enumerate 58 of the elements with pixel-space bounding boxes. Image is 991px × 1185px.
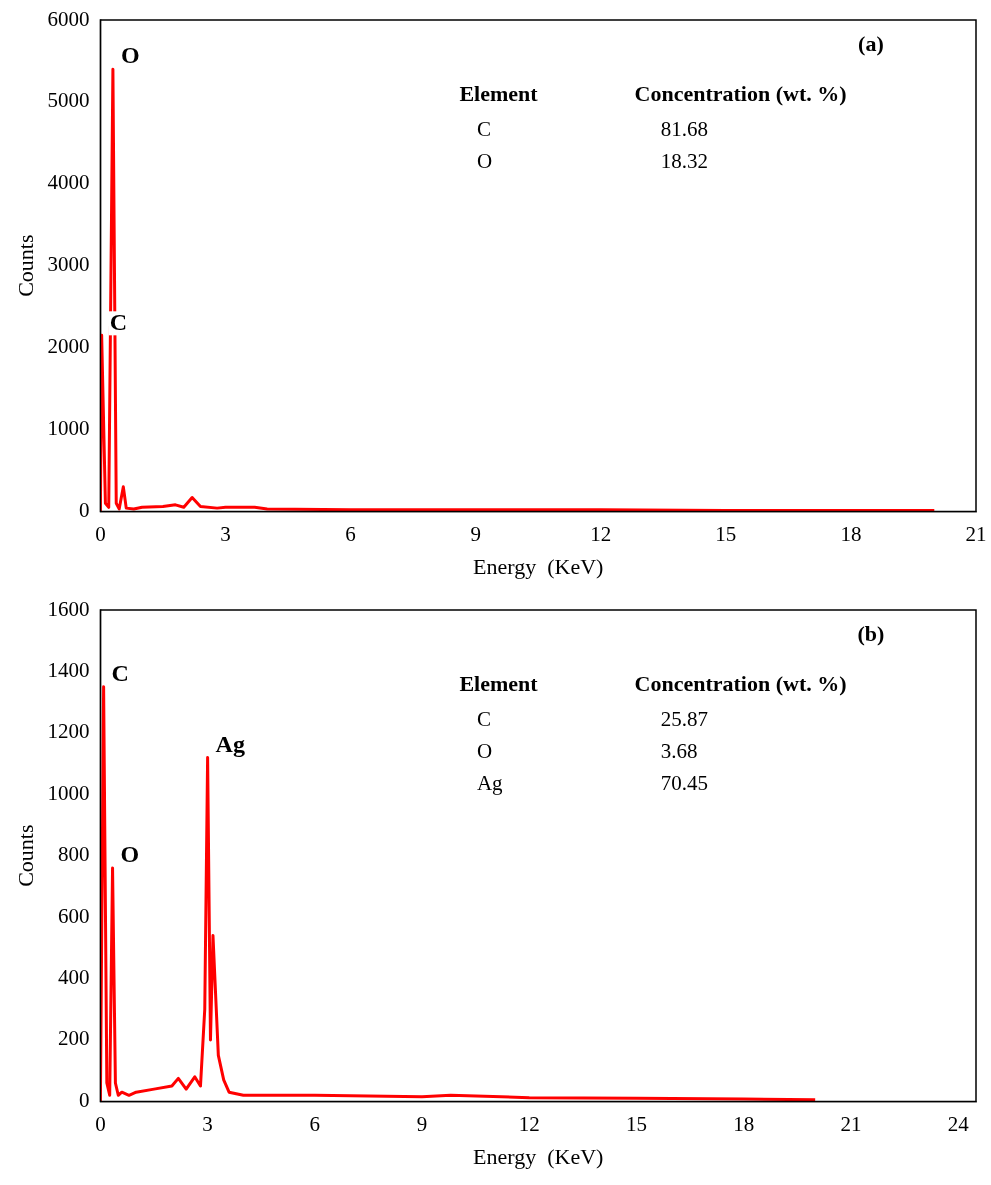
annotation: C bbox=[111, 659, 129, 686]
y-tick-label: 400 bbox=[57, 965, 90, 990]
annotation: 70.45 bbox=[660, 770, 709, 795]
x-tick-label: 3 bbox=[202, 1111, 213, 1136]
annotation: (b) bbox=[857, 620, 885, 646]
x-axis-title: Energy (KeV) bbox=[473, 1143, 604, 1169]
x-tick-label: 3 bbox=[220, 521, 231, 546]
y-tick-label: 1200 bbox=[47, 719, 90, 744]
x-tick-label: 12 bbox=[590, 521, 612, 546]
y-tick-label: 1000 bbox=[47, 780, 90, 805]
x-tick-label: 6 bbox=[345, 521, 356, 546]
annotation: 18.32 bbox=[660, 148, 709, 173]
x-tick-label: 21 bbox=[840, 1111, 862, 1136]
y-tick-label: 5000 bbox=[47, 88, 90, 113]
x-tick-label: 15 bbox=[625, 1111, 647, 1136]
y-tick-label: 3000 bbox=[47, 252, 90, 277]
annotation: C bbox=[476, 706, 491, 731]
x-tick-label: 15 bbox=[715, 521, 737, 546]
x-axis-title: Energy (KeV) bbox=[473, 553, 604, 579]
x-tick-label: 9 bbox=[416, 1111, 428, 1136]
annotation: 25.87 bbox=[660, 706, 709, 731]
y-tick-label: 1600 bbox=[47, 596, 90, 621]
x-tick-label: 0 bbox=[95, 521, 106, 546]
annotation: Ag bbox=[476, 770, 504, 795]
annotation: Ag bbox=[215, 730, 245, 757]
annotation: Concentration (wt. %) bbox=[634, 80, 847, 106]
annotation: C bbox=[109, 308, 127, 335]
annotation: O bbox=[120, 841, 140, 868]
y-tick-label: 600 bbox=[57, 903, 90, 928]
y-tick-label: 0 bbox=[78, 497, 90, 522]
y-tick-label: 200 bbox=[57, 1026, 90, 1051]
y-axis-title: Counts bbox=[12, 234, 38, 297]
annotation: Element bbox=[459, 80, 539, 106]
annotation: O bbox=[476, 148, 493, 173]
annotation: O bbox=[476, 738, 493, 763]
y-tick-label: 800 bbox=[57, 842, 90, 867]
annotation: Concentration (wt. %) bbox=[634, 670, 847, 696]
annotation: (a) bbox=[858, 30, 884, 56]
x-tick-label: 12 bbox=[518, 1111, 540, 1136]
annotation: Element bbox=[459, 670, 539, 696]
y-tick-label: 1000 bbox=[47, 416, 90, 441]
y-tick-label: 0 bbox=[78, 1087, 90, 1112]
x-tick-label: 6 bbox=[309, 1111, 321, 1136]
annotation: C bbox=[476, 116, 491, 141]
y-tick-label: 4000 bbox=[47, 170, 90, 195]
x-tick-label: 21 bbox=[965, 521, 987, 546]
y-tick-label: 2000 bbox=[47, 334, 90, 359]
x-tick-label: 18 bbox=[840, 521, 862, 546]
y-axis-title: Counts bbox=[12, 824, 38, 887]
annotation: 3.68 bbox=[660, 738, 698, 763]
annotation: O bbox=[120, 42, 140, 69]
x-tick-label: 18 bbox=[733, 1111, 755, 1136]
annotation: 81.68 bbox=[660, 116, 709, 141]
y-tick-label: 1400 bbox=[47, 657, 90, 682]
x-tick-label: 24 bbox=[947, 1111, 970, 1136]
y-tick-label: 6000 bbox=[47, 6, 90, 31]
x-tick-label: 0 bbox=[95, 1111, 106, 1136]
x-tick-label: 9 bbox=[470, 521, 481, 546]
